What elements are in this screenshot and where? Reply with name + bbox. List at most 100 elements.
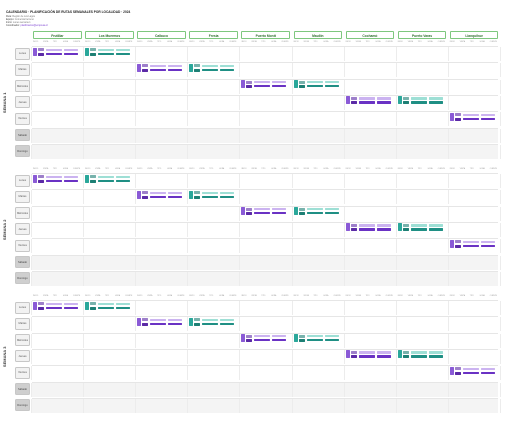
visit-detail-pill[interactable] xyxy=(116,52,131,55)
visit-tag[interactable] xyxy=(241,334,246,343)
visit-detail-pill[interactable] xyxy=(202,195,219,199)
visit-detail-pill[interactable] xyxy=(220,68,235,72)
visit-detail-pill[interactable] xyxy=(358,351,375,354)
visit-detail-pill[interactable] xyxy=(376,101,391,104)
visit-detail-pill[interactable] xyxy=(272,212,287,215)
day-label[interactable]: Martes xyxy=(15,317,30,330)
visit-slot[interactable] xyxy=(85,47,134,60)
visit-detail-pill[interactable] xyxy=(358,97,375,100)
visit-detail-pill[interactable] xyxy=(220,191,235,195)
visit-detail-pill[interactable] xyxy=(254,339,271,342)
day-label[interactable]: Lunes xyxy=(15,174,30,187)
visit-detail-pill[interactable] xyxy=(202,322,219,326)
visit-detail-pill[interactable] xyxy=(324,335,339,338)
visit-slot[interactable] xyxy=(397,96,447,108)
location-header[interactable]: Cochamó xyxy=(345,31,395,39)
day-label[interactable]: Jueves xyxy=(15,350,30,363)
visit-slot[interactable] xyxy=(33,47,82,60)
visit-detail-pill[interactable] xyxy=(480,244,495,248)
visit-detail-pill[interactable] xyxy=(150,195,167,199)
visit-tag[interactable] xyxy=(33,301,37,310)
day-label[interactable]: Domingo xyxy=(15,399,30,412)
visit-slot[interactable] xyxy=(137,190,186,203)
visit-slot[interactable] xyxy=(137,63,186,76)
visit-detail-pill[interactable] xyxy=(306,85,323,88)
visit-slot[interactable] xyxy=(137,317,186,330)
visit-tag[interactable] xyxy=(449,239,454,248)
visit-tag[interactable] xyxy=(449,112,454,121)
visit-detail-pill[interactable] xyxy=(220,322,235,326)
visit-tag[interactable] xyxy=(189,317,194,326)
visit-detail-pill[interactable] xyxy=(46,52,62,55)
visit-detail-pill[interactable] xyxy=(358,228,375,231)
visit-slot[interactable] xyxy=(33,301,82,314)
visit-detail-pill[interactable] xyxy=(220,318,235,322)
visit-detail-pill[interactable] xyxy=(428,224,443,227)
visit-slot[interactable] xyxy=(345,223,395,235)
visit-detail-pill[interactable] xyxy=(462,240,479,244)
visit-detail-pill[interactable] xyxy=(462,113,479,117)
visit-detail-pill[interactable] xyxy=(150,191,167,195)
day-label[interactable]: Sábado xyxy=(15,383,30,395)
visit-detail-pill[interactable] xyxy=(46,302,62,305)
visit-detail-pill[interactable] xyxy=(116,306,131,309)
visit-detail-pill[interactable] xyxy=(116,302,131,305)
visit-tag[interactable] xyxy=(293,80,298,89)
visit-detail-pill[interactable] xyxy=(306,208,323,211)
visit-detail-pill[interactable] xyxy=(168,191,183,195)
visit-slot[interactable] xyxy=(241,207,290,219)
day-label[interactable]: Martes xyxy=(15,190,30,203)
visit-slot[interactable] xyxy=(33,174,82,187)
visit-detail-pill[interactable] xyxy=(462,371,479,375)
visit-detail-pill[interactable] xyxy=(324,85,339,88)
visit-slot[interactable] xyxy=(241,334,290,346)
visit-detail-pill[interactable] xyxy=(376,351,391,354)
visit-detail-pill[interactable] xyxy=(64,48,78,51)
visit-detail-pill[interactable] xyxy=(306,81,323,84)
visit-detail-pill[interactable] xyxy=(254,208,271,211)
visit-detail-pill[interactable] xyxy=(306,339,323,342)
visit-slot[interactable] xyxy=(293,80,343,92)
visit-detail-pill[interactable] xyxy=(202,68,219,72)
visit-detail-pill[interactable] xyxy=(358,224,375,227)
visit-tag[interactable] xyxy=(85,301,90,310)
visit-detail-pill[interactable] xyxy=(220,64,235,68)
visit-detail-pill[interactable] xyxy=(46,179,62,182)
location-header[interactable]: Calbuco xyxy=(137,31,186,39)
visit-detail-pill[interactable] xyxy=(168,322,183,326)
day-label[interactable]: Miércoles xyxy=(15,80,30,93)
visit-detail-pill[interactable] xyxy=(462,367,479,371)
visit-tag[interactable] xyxy=(137,317,142,326)
visit-detail-pill[interactable] xyxy=(98,175,115,178)
visit-detail-pill[interactable] xyxy=(428,351,443,354)
visit-detail-pill[interactable] xyxy=(150,322,167,326)
location-header[interactable]: Llanquihue xyxy=(449,31,499,39)
visit-tag[interactable] xyxy=(85,47,90,56)
day-label[interactable]: Lunes xyxy=(15,301,30,314)
visit-detail-pill[interactable] xyxy=(358,101,375,104)
visit-detail-pill[interactable] xyxy=(480,367,495,371)
visit-detail-pill[interactable] xyxy=(428,97,443,100)
visit-detail-pill[interactable] xyxy=(116,48,131,51)
visit-detail-pill[interactable] xyxy=(168,318,183,322)
visit-tag[interactable] xyxy=(241,80,246,89)
visit-slot[interactable] xyxy=(293,207,343,219)
visit-detail-pill[interactable] xyxy=(150,68,167,72)
visit-detail-pill[interactable] xyxy=(324,339,339,342)
visit-detail-pill[interactable] xyxy=(46,48,62,51)
visit-slot[interactable] xyxy=(189,63,238,76)
visit-detail-pill[interactable] xyxy=(220,195,235,199)
visit-detail-pill[interactable] xyxy=(358,355,375,358)
visit-detail-pill[interactable] xyxy=(254,85,271,88)
visit-tag[interactable] xyxy=(397,96,402,105)
location-header[interactable]: Los Muermos xyxy=(85,31,134,39)
day-label[interactable]: Jueves xyxy=(15,96,30,109)
day-label[interactable]: Domingo xyxy=(15,145,30,158)
visit-detail-pill[interactable] xyxy=(272,208,287,211)
visit-tag[interactable] xyxy=(397,223,402,232)
visit-detail-pill[interactable] xyxy=(46,175,62,178)
visit-detail-pill[interactable] xyxy=(272,339,287,342)
visit-slot[interactable] xyxy=(397,350,447,362)
visit-detail-pill[interactable] xyxy=(306,335,323,338)
day-label[interactable]: Sábado xyxy=(15,129,30,141)
